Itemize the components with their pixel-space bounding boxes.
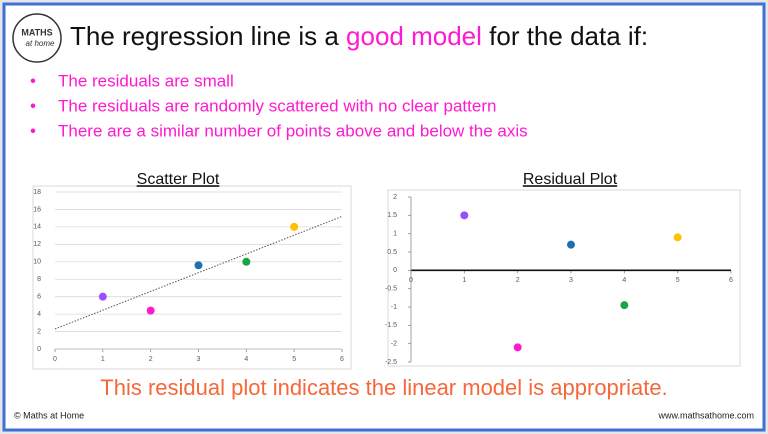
x-tick-label: 4 (244, 356, 248, 363)
point (513, 343, 522, 352)
logo-bottom: at home (26, 39, 55, 48)
conclusion: This residual plot indicates the linear … (100, 375, 667, 400)
y-tick-label: 0 (393, 267, 397, 274)
y-tick-label: -1 (391, 304, 397, 311)
point (146, 306, 155, 315)
y-tick-label: 1 (393, 231, 397, 238)
y-tick-label: -0.5 (385, 286, 397, 293)
y-tick-label: 2 (37, 328, 41, 335)
x-tick-label: 2 (516, 277, 520, 284)
x-tick-label: 2 (149, 356, 153, 363)
point (290, 222, 299, 231)
y-tick-label: 0.5 (387, 249, 397, 256)
y-tick-label: -1.5 (385, 322, 397, 329)
bullet-dot: • (30, 71, 36, 90)
point (673, 233, 682, 242)
y-tick-label: 10 (33, 259, 41, 266)
bullet: There are a similar number of points abo… (58, 121, 528, 140)
chart-frame (32, 185, 352, 370)
point (242, 257, 251, 266)
y-tick-label: 12 (33, 241, 41, 248)
y-tick-label: 14 (33, 224, 41, 231)
y-tick-label: -2 (391, 341, 397, 348)
y-tick-label: 6 (37, 294, 41, 301)
y-tick-label: 18 (33, 189, 41, 196)
x-tick-label: 3 (197, 356, 201, 363)
bullet: The residuals are small (58, 71, 234, 90)
x-tick-label: 1 (101, 356, 105, 363)
bullet-dot: • (30, 96, 36, 115)
point (460, 211, 469, 220)
point (98, 292, 107, 301)
point (620, 301, 629, 310)
footer-left: © Maths at Home (14, 410, 84, 420)
footer-right: www.mathsathome.com (657, 410, 754, 420)
x-tick-label: 4 (622, 277, 626, 284)
x-tick-label: 0 (53, 356, 57, 363)
bullet-list: • The residuals are small • The residuals a… (30, 71, 528, 140)
y-tick-label: 1.5 (387, 212, 397, 219)
chart-title: Residual Plot (523, 171, 618, 188)
chart-frame (387, 189, 741, 367)
chart-title: Scatter Plot (137, 171, 220, 188)
y-tick-label: -2.5 (385, 359, 397, 366)
x-tick-label: 5 (676, 277, 680, 284)
title-part: for the data if: (482, 21, 648, 51)
x-tick-label: 6 (729, 277, 733, 284)
logo-top: MATHS (21, 27, 52, 37)
bullet-dot: • (30, 121, 36, 140)
y-tick-label: 4 (37, 311, 41, 318)
bullet: The residuals are randomly scattered wit… (58, 96, 496, 115)
logo (12, 13, 62, 63)
trendline (54, 215, 343, 330)
point (567, 240, 575, 249)
y-tick-label: 0 (37, 346, 41, 353)
y-tick-label: 2 (393, 194, 397, 201)
x-tick-label: 6 (340, 356, 344, 363)
x-tick-label: 3 (569, 277, 573, 284)
x-tick-label: 5 (292, 356, 296, 363)
title-part: The regression line is a (70, 21, 346, 51)
y-tick-label: 16 (33, 206, 41, 213)
title-highlight: good model (346, 21, 482, 51)
title: The regression line is a good model for … (70, 21, 648, 51)
point (194, 261, 203, 270)
y-tick-label: 8 (37, 276, 41, 283)
x-tick-label: 1 (462, 277, 466, 284)
